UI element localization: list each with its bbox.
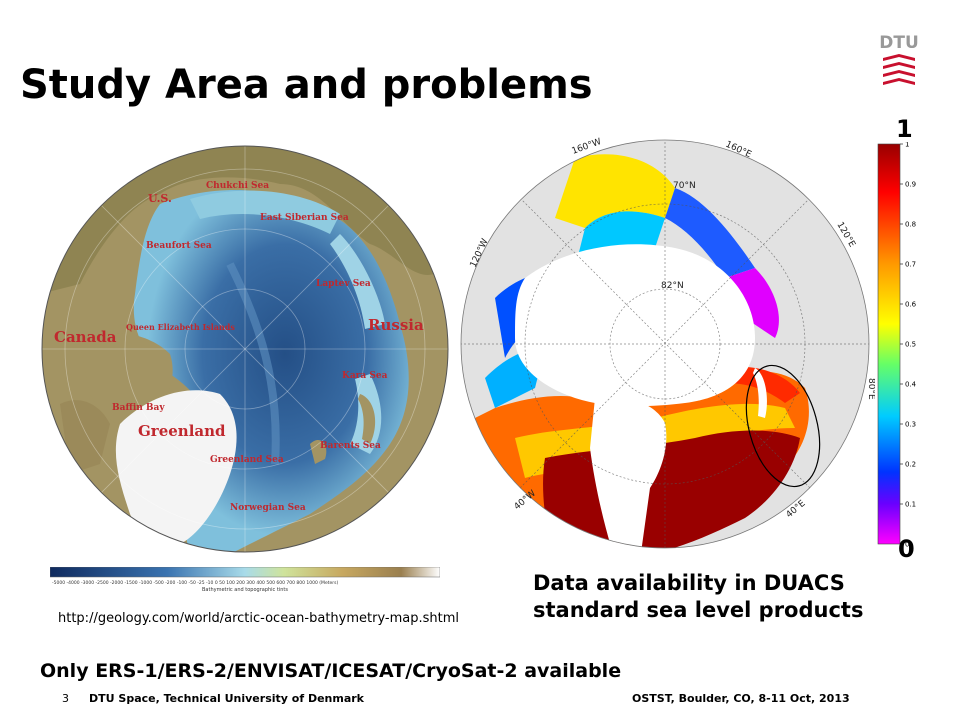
label-beaufort: Beaufort Sea (146, 241, 212, 251)
page-number: 3 (62, 692, 69, 705)
colorbar-tick-label: 0.4 (905, 381, 917, 389)
colorbar-tick-label: 0.9 (905, 181, 916, 189)
coord-80e: 80°E (866, 378, 875, 400)
caption-line-2: standard sea level products (533, 598, 864, 622)
logo-text: DTU (879, 33, 919, 53)
footer-event: OSTST, Boulder, CO, 8-11 Oct, 2013 (632, 692, 850, 705)
availability-note: Only ERS-1/ERS-2/ENVISAT/ICESAT/CryoSat-… (40, 660, 622, 682)
colorbar-min-label: 0 (898, 535, 915, 563)
label-laptev: Laptev Sea (316, 279, 371, 289)
bathymetry-scale-bar: -5000 -4000 -3000 -2500 -2000 -1500 -100… (49, 566, 441, 593)
label-chukchi: Chukchi Sea (206, 181, 269, 191)
label-baffin: Baffin Bay (112, 403, 165, 413)
scale-title: Bathymetric and topographic tints (202, 587, 288, 593)
caption-line-1: Data availability in DUACS (533, 571, 845, 595)
colorbar-tick-label: 0.3 (905, 421, 916, 429)
data-availability-map: 160°W 160°E 70°N 120°W 120°E 82°N 80°E 4… (455, 128, 876, 560)
scale-ticks: -5000 -4000 -3000 -2500 -2000 -1500 -100… (52, 580, 338, 586)
label-russia: Russia (368, 316, 424, 334)
footer-institution: DTU Space, Technical University of Denma… (89, 692, 364, 705)
colorbar: 1 0.9 0.8 0.7 0.6 0.5 0.4 0.3 0.2 0.1 0 (874, 141, 944, 552)
arctic-bathymetry-map: U.S. Chukchi Sea East Siberian Sea Beauf… (40, 144, 450, 554)
label-east-siberian: East Siberian Sea (260, 213, 349, 223)
slide-title: Study Area and problems (20, 62, 593, 108)
colorbar-tick-label: 0.8 (905, 221, 916, 229)
label-queen-elizabeth: Queen Elizabeth Islands (126, 322, 235, 332)
colorbar-tick-label: 0.2 (905, 461, 916, 469)
label-us: U.S. (148, 192, 172, 205)
label-canada: Canada (54, 328, 117, 346)
colorbar-tick-label: 0.6 (905, 301, 917, 309)
colorbar-tick-label: 0.5 (905, 341, 916, 349)
label-norwegian: Norwegian Sea (230, 503, 306, 513)
source-url: http://geology.com/world/arctic-ocean-ba… (58, 611, 460, 626)
colorbar-tick-label: 1 (905, 142, 909, 149)
colorbar-tick-label: 0.7 (905, 261, 916, 269)
colorbar-tick-label: 0.1 (905, 501, 916, 509)
coord-82n: 82°N (661, 281, 684, 291)
label-barents: Barents Sea (320, 441, 381, 451)
label-kara: Kara Sea (342, 371, 388, 381)
colorbar-tick-label: 0 (905, 541, 909, 549)
map-caption: Data availability in DUACS standard sea … (533, 570, 863, 624)
dtu-logo: DTU (878, 30, 920, 88)
label-greenland-sea: Greenland Sea (210, 455, 284, 465)
coord-70n: 70°N (673, 181, 696, 191)
colorbar-max-label: 1 (896, 115, 913, 143)
label-greenland: Greenland (138, 422, 226, 440)
